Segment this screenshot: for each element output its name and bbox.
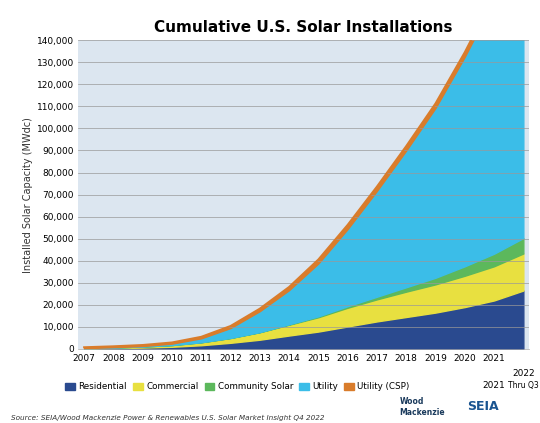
Title: Cumulative U.S. Solar Installations: Cumulative U.S. Solar Installations — [154, 20, 453, 35]
Y-axis label: Installed Solar Capacity (MWdc): Installed Solar Capacity (MWdc) — [23, 117, 33, 272]
Text: 2021: 2021 — [483, 381, 505, 390]
Text: Wood
Mackenzie: Wood Mackenzie — [400, 397, 445, 417]
Text: SEIA: SEIA — [468, 401, 499, 413]
Legend: Residential, Commercial, Community Solar, Utility, Utility (CSP): Residential, Commercial, Community Solar… — [65, 382, 410, 391]
Text: 2022: 2022 — [512, 369, 535, 378]
Text: Source: SEIA/Wood Mackenzie Power & Renewables U.S. Solar Market Insight Q4 2022: Source: SEIA/Wood Mackenzie Power & Rene… — [11, 415, 325, 421]
Text: Thru Q3: Thru Q3 — [508, 381, 539, 390]
